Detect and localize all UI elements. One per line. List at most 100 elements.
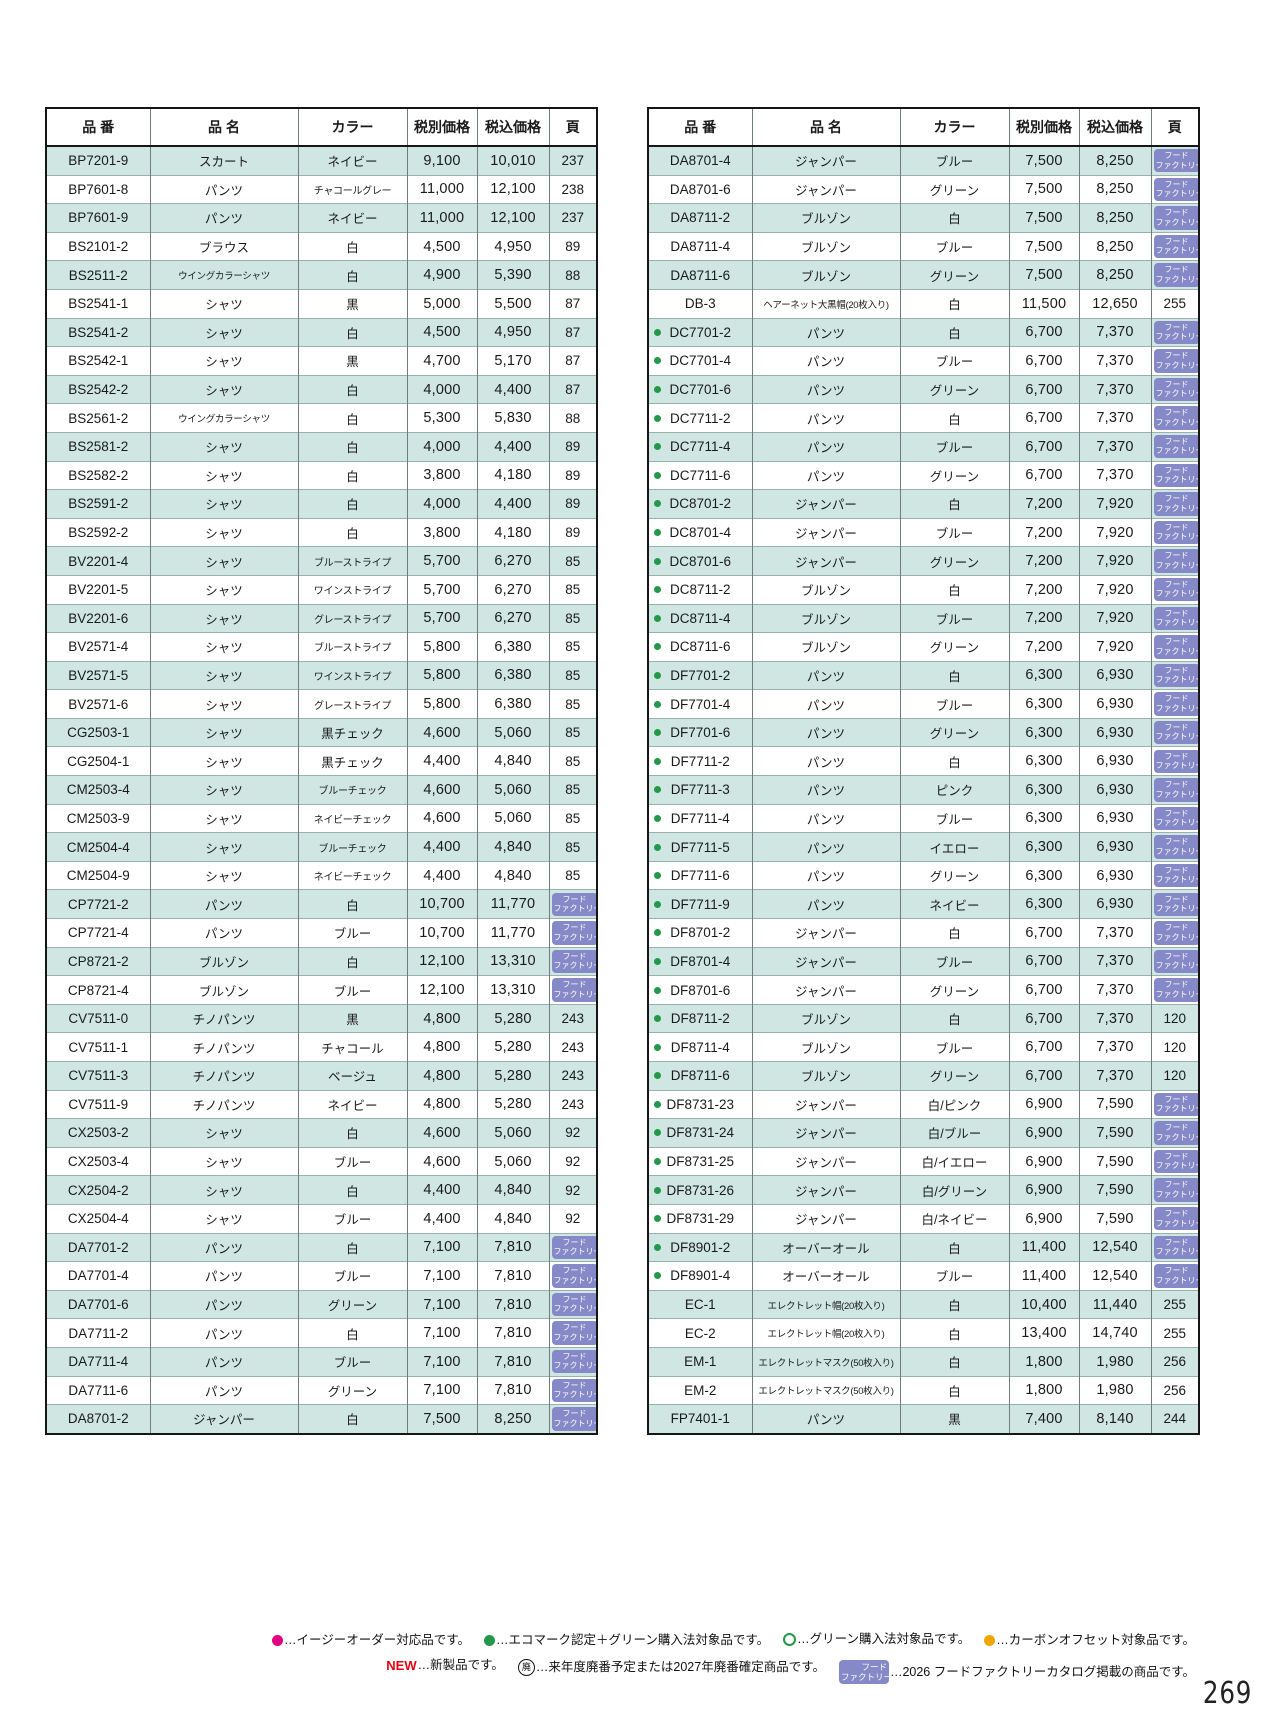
- price-excl-tax-cell: 4,000: [406, 431, 477, 462]
- table-row: CM2503-4 シャツ ブルーチェック 4,600 5,060 85: [46, 775, 597, 805]
- product-code-cell: CX2504-4: [46, 1203, 150, 1234]
- price-incl-tax-cell: 12,540: [1078, 1232, 1151, 1262]
- color-cell: グリーン: [297, 1289, 407, 1319]
- table-row: BS2541-2 シャツ白 4,500 4,950 87: [46, 317, 597, 347]
- column-header: 税込価格: [1078, 108, 1151, 147]
- product-name-cell: ブルゾン: [149, 946, 298, 976]
- product-name-cell: パンツ: [149, 1261, 298, 1291]
- page-ref-cell: フード ファクトリー: [548, 1232, 597, 1262]
- table-row: DF7701-6 パンツ グリーン 6,300 6,930 フード ファクトリー: [648, 717, 1199, 747]
- food-factory-badge: フード ファクトリー: [1153, 492, 1199, 516]
- product-code-cell: CG2503-1: [46, 717, 150, 747]
- color-cell: 白: [297, 946, 407, 976]
- product-name-cell: ジャンパー: [751, 174, 900, 204]
- price-incl-tax-cell: 12,100: [476, 203, 549, 233]
- price-incl-tax-cell: 7,920: [1078, 489, 1151, 519]
- color-cell: イエロー: [899, 832, 1009, 862]
- product-code-cell: BS2582-2: [46, 460, 150, 490]
- table-row: BV2201-5 シャツ ワインストライプ 5,700 6,270 85: [46, 574, 597, 604]
- price-incl-tax-cell: 4,840: [476, 746, 549, 776]
- column-header: 頁: [1150, 108, 1199, 147]
- price-incl-tax-cell: 6,930: [1078, 803, 1151, 833]
- price-excl-tax-cell: 4,400: [406, 832, 477, 862]
- page-ref-cell: フード ファクトリー: [1150, 860, 1199, 890]
- table-row: CP8721-4 ブルゾン ブルー 12,100 13,310 フード ファクトリー: [46, 975, 597, 1005]
- eco-bullet-icon: [654, 1215, 661, 1223]
- price-incl-tax-cell: 7,590: [1078, 1089, 1151, 1119]
- color-cell: 白: [899, 203, 1009, 233]
- page-ref-cell: 120: [1150, 1032, 1199, 1062]
- price-excl-tax-cell: 12,100: [406, 975, 477, 1005]
- food-factory-badge: フード ファクトリー: [1153, 377, 1199, 402]
- product-name-cell: シャツ: [149, 374, 298, 404]
- food-factory-badge: フード ファクトリー: [551, 978, 597, 1002]
- color-cell: グリーン: [899, 860, 1009, 890]
- price-excl-tax-cell: 4,600: [406, 1146, 477, 1176]
- price-incl-tax-cell: 4,400: [476, 374, 549, 404]
- table-row: BV2571-5 シャツ ワインストライプ 5,800 6,380 85: [46, 660, 597, 690]
- price-excl-tax-cell: 6,700: [1008, 460, 1079, 490]
- color-cell: グリーン: [899, 717, 1009, 747]
- color-cell: 白/ネイビー: [899, 1203, 1009, 1234]
- product-code-cell: CV7511-3: [46, 1061, 150, 1091]
- color-cell: グレーストライプ: [297, 603, 407, 633]
- price-incl-tax-cell: 5,170: [476, 346, 549, 376]
- product-code-cell: CV7511-0: [46, 1003, 150, 1033]
- price-incl-tax-cell: 4,840: [476, 860, 549, 890]
- page-ref-cell: 85: [548, 832, 597, 862]
- price-incl-tax-cell: 4,840: [476, 1175, 549, 1205]
- table-row: DF7701-4 パンツ ブルー 6,300 6,930 フード ファクトリー: [648, 689, 1199, 719]
- price-incl-tax-cell: 6,930: [1078, 660, 1151, 690]
- table-row: CX2503-4 シャツ ブルー 4,600 5,060 92: [46, 1146, 597, 1176]
- product-name-cell: シャツ: [149, 546, 298, 576]
- product-name-cell: パンツ: [751, 775, 900, 805]
- product-code-cell: DA8711-4: [648, 231, 752, 261]
- price-excl-tax-cell: 7,500: [1008, 203, 1079, 233]
- product-code-cell: DF7701-6: [648, 717, 752, 747]
- page-ref-cell: フード ファクトリー: [1150, 632, 1199, 662]
- food-factory-badge: フード ファクトリー: [1153, 406, 1199, 430]
- price-excl-tax-cell: 5,300: [406, 403, 477, 433]
- color-cell: 白: [297, 260, 407, 290]
- price-excl-tax-cell: 6,700: [1008, 946, 1079, 976]
- page-ref-cell: 85: [548, 574, 597, 604]
- price-excl-tax-cell: 5,700: [406, 603, 477, 633]
- legend-line-2: NEW …新製品です。廃 …来年度廃番予定または2027年廃番確定商品です。 フードフ…: [45, 1658, 1195, 1685]
- page-ref-cell: 92: [548, 1118, 597, 1148]
- price-excl-tax-cell: 6,700: [1008, 975, 1079, 1005]
- color-cell: ブルー: [899, 1032, 1009, 1062]
- food-factory-badge: フード ファクトリー: [1153, 520, 1199, 545]
- table-row: EM-1 エレクトレットマスク(50枚入り) 白 1,800 1,980 256: [648, 1346, 1199, 1377]
- food-factory-badge: フード ファクトリー: [551, 1350, 597, 1374]
- food-factory-badge: フード ファクトリー: [551, 1378, 597, 1403]
- product-name-cell: パンツ: [149, 1232, 298, 1262]
- color-cell: 白: [297, 889, 407, 919]
- food-factory-badge: フード ファクトリー: [551, 1264, 597, 1288]
- price-excl-tax-cell: 4,800: [406, 1089, 477, 1119]
- page-ref-cell: 243: [548, 1003, 597, 1033]
- price-incl-tax-cell: 7,920: [1078, 632, 1151, 662]
- price-excl-tax-cell: 7,100: [406, 1289, 477, 1319]
- product-name-cell: シャツ: [149, 574, 298, 604]
- product-name-cell: シャツ: [149, 803, 298, 833]
- color-cell: ネイビーチェック: [297, 803, 407, 833]
- eco-bullet-icon: [654, 729, 661, 737]
- page-ref-cell: フード ファクトリー: [1150, 1203, 1199, 1234]
- price-excl-tax-cell: 4,600: [406, 803, 477, 833]
- price-excl-tax-cell: 4,400: [406, 746, 477, 776]
- product-code-cell: CP7721-4: [46, 918, 150, 948]
- product-code-cell: CX2503-2: [46, 1118, 150, 1148]
- color-cell: ネイビー: [899, 889, 1009, 919]
- eco-bullet-icon: [654, 1158, 661, 1166]
- price-excl-tax-cell: 11,400: [1008, 1232, 1079, 1262]
- page-ref-cell: 89: [548, 489, 597, 519]
- table-row: DF7711-5 パンツ イエロー 6,300 6,930 フード ファクトリー: [648, 832, 1199, 862]
- column-header: カラー: [297, 108, 407, 147]
- product-code-cell: DC8701-2: [648, 489, 752, 519]
- price-incl-tax-cell: 12,100: [476, 174, 549, 204]
- product-code-cell: BS2541-2: [46, 317, 150, 347]
- product-code-cell: DF8731-26: [648, 1175, 752, 1205]
- product-code-cell: CM2504-4: [46, 832, 150, 862]
- color-cell: 黒チェック: [297, 717, 407, 747]
- price-excl-tax-cell: 4,400: [406, 860, 477, 890]
